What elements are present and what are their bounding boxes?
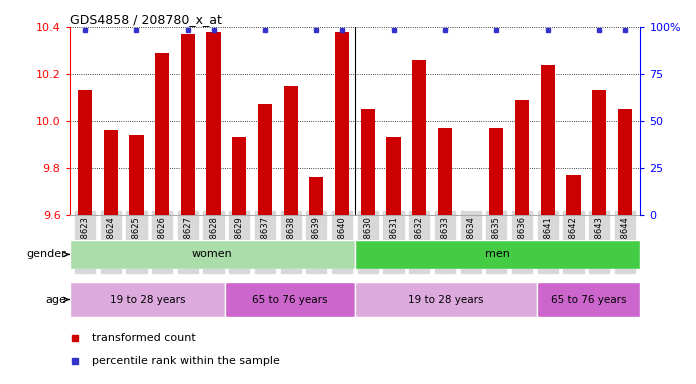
Bar (283, 86, 298, 215)
Text: women: women (192, 249, 232, 260)
Text: gender: gender (26, 249, 66, 260)
Bar (78, 90, 92, 215)
Bar (438, 128, 452, 215)
Bar (70, 282, 226, 317)
Bar (207, 31, 221, 215)
Bar (567, 175, 580, 215)
Text: transformed count: transformed count (93, 333, 196, 343)
Bar (464, 215, 477, 224)
Bar (104, 130, 118, 215)
Bar (541, 65, 555, 215)
Text: GDS4858 / 208780_x_at: GDS4858 / 208780_x_at (70, 13, 221, 26)
Bar (592, 90, 606, 215)
Bar (155, 53, 169, 215)
Bar (335, 31, 349, 215)
Text: percentile rank within the sample: percentile rank within the sample (93, 356, 280, 366)
Bar (515, 100, 529, 215)
Bar (309, 177, 324, 215)
Text: 19 to 28 years: 19 to 28 years (408, 295, 484, 305)
Bar (226, 282, 355, 317)
Bar (618, 109, 632, 215)
Text: age: age (45, 295, 66, 305)
Text: 19 to 28 years: 19 to 28 years (110, 295, 185, 305)
Text: 65 to 76 years: 65 to 76 years (551, 295, 626, 305)
Bar (355, 282, 537, 317)
Bar (232, 137, 246, 215)
Bar (361, 109, 375, 215)
Bar (355, 240, 640, 269)
Bar (129, 135, 143, 215)
Bar (412, 60, 426, 215)
Text: men: men (485, 249, 510, 260)
Text: 65 to 76 years: 65 to 76 years (253, 295, 328, 305)
Bar (537, 282, 640, 317)
Bar (489, 128, 503, 215)
Bar (181, 34, 195, 215)
Bar (386, 137, 401, 215)
Bar (258, 104, 272, 215)
Bar (70, 240, 355, 269)
